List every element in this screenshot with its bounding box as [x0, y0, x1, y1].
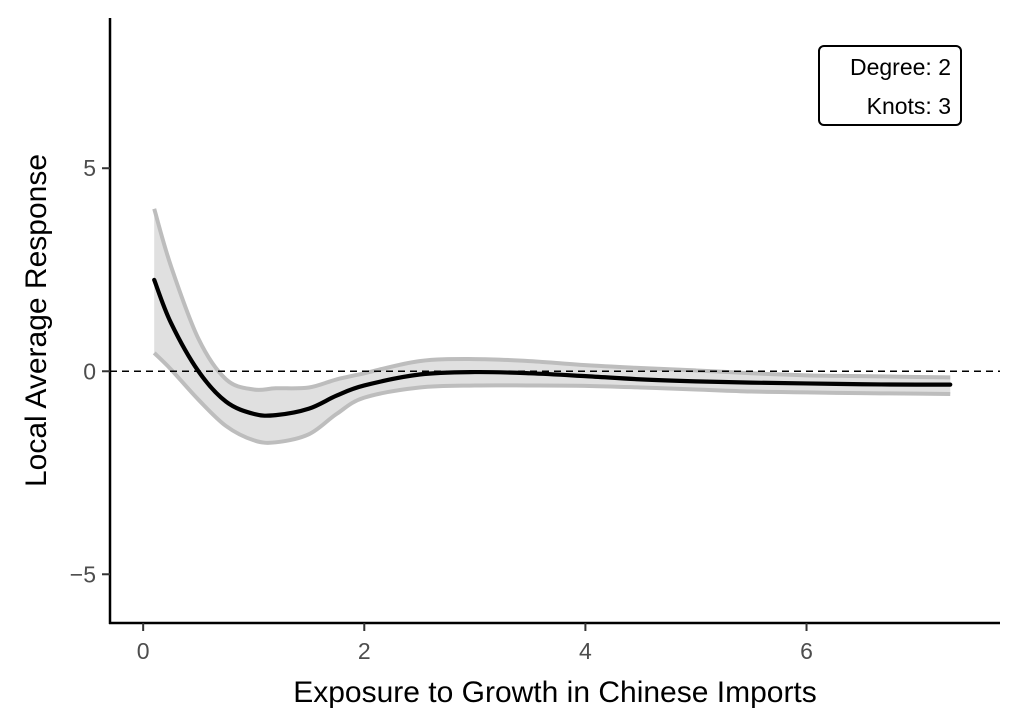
axes-layer — [108, 18, 1000, 625]
annotation-box: Degree: 2 Knots: 3 — [818, 45, 962, 126]
annotation-knots: Knots: 3 — [867, 93, 951, 119]
x-axis-title: Exposure to Growth in Chinese Imports — [293, 676, 817, 709]
annotation-box-frame — [818, 45, 962, 126]
confidence-band-lower — [152, 351, 951, 445]
response-line — [152, 277, 953, 418]
response-line-layer — [152, 277, 953, 418]
y-tick-label: 0 — [83, 358, 96, 384]
x-tick-label: 2 — [358, 638, 371, 664]
x-tick-label: 6 — [800, 638, 813, 664]
tick-layer: 0 2 4 6 −5 0 5 — [70, 155, 813, 664]
confidence-band — [154, 208, 951, 443]
y-tick-label: 5 — [83, 155, 96, 181]
confidence-band-layer — [152, 208, 951, 445]
annotation-degree: Degree: 2 — [850, 54, 951, 80]
y-axis-title: Local Average Response — [20, 154, 53, 487]
x-tick-label: 4 — [579, 638, 592, 664]
confidence-band-upper — [152, 208, 951, 393]
y-tick-label: −5 — [70, 561, 96, 587]
x-tick-label: 0 — [137, 638, 150, 664]
